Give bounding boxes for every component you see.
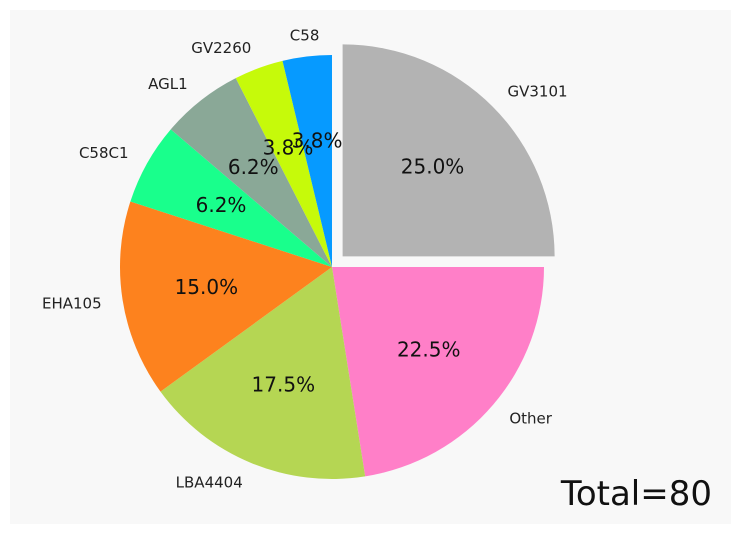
- pie-slices: [120, 44, 555, 479]
- percent-label-c58: 3.8%: [292, 129, 343, 153]
- percent-label-c58c1: 6.2%: [196, 193, 247, 217]
- pie-slice-gv2260: [235, 60, 332, 268]
- pie-slice-c58c1: [130, 129, 332, 267]
- slice-label-agl1: AGL1: [148, 75, 188, 93]
- percent-labels: 25.0%22.5%17.5%15.0%6.2%6.2%3.8%3.8%: [175, 129, 465, 397]
- slice-label-c58c1: C58C1: [79, 144, 129, 162]
- pie-slice-gv3101: [342, 44, 555, 257]
- percent-label-lba4404: 17.5%: [252, 373, 316, 397]
- percent-label-gv3101: 25.0%: [401, 154, 465, 178]
- slice-label-eha105: EHA105: [42, 294, 102, 312]
- slice-label-other: Other: [509, 409, 552, 427]
- percent-label-eha105: 15.0%: [175, 275, 239, 299]
- slice-label-lba4404: LBA4404: [176, 473, 243, 491]
- slice-label-c58: C58: [290, 26, 320, 44]
- percent-label-other: 22.5%: [397, 338, 461, 362]
- pie-slice-c58: [282, 55, 332, 267]
- percent-label-agl1: 6.2%: [228, 155, 279, 179]
- pie-slice-agl1: [170, 78, 332, 267]
- slice-label-gv3101: GV3101: [508, 82, 568, 100]
- slice-label-gv2260: GV2260: [191, 39, 251, 57]
- pie-slice-lba4404: [160, 267, 366, 479]
- total-annotation: Total=80: [560, 474, 712, 514]
- percent-label-gv2260: 3.8%: [263, 136, 314, 160]
- pie-slice-other: [332, 267, 544, 477]
- pie-slice-eha105: [120, 201, 333, 392]
